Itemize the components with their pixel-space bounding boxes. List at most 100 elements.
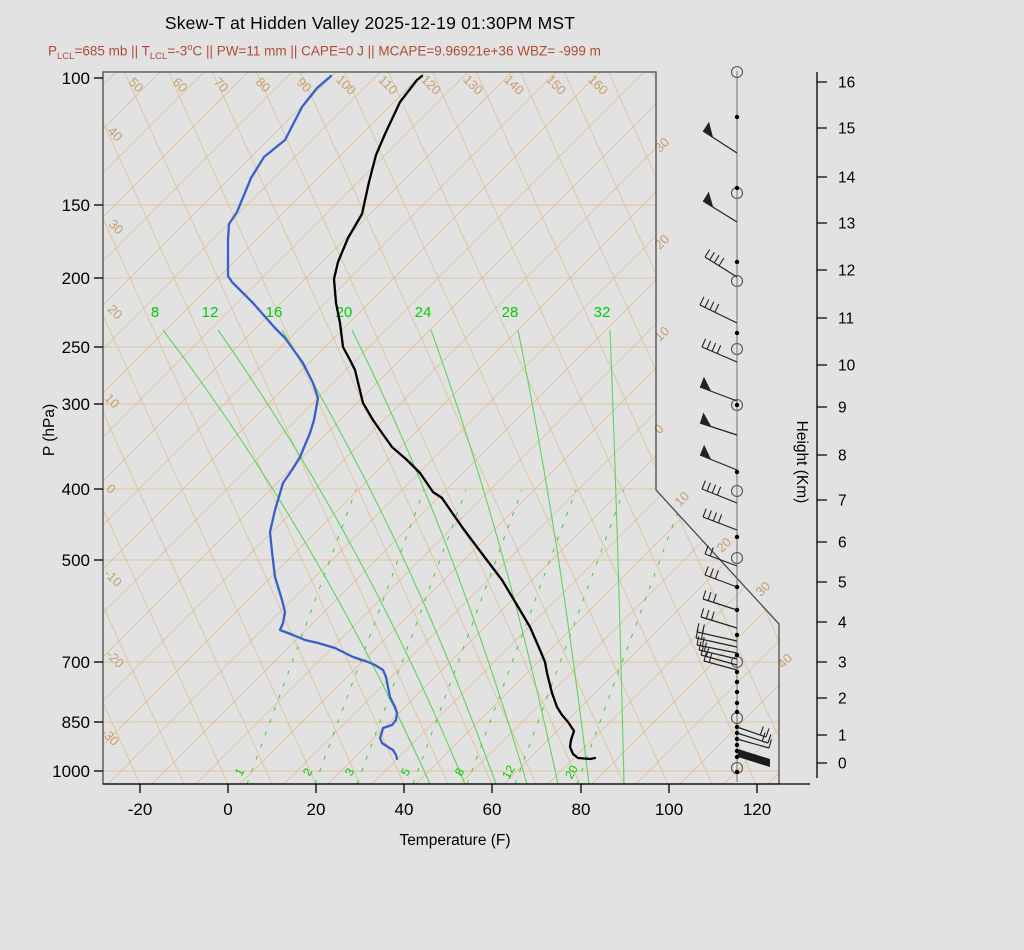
tick-label: 10 — [102, 390, 123, 411]
tick-label: 1000 — [52, 762, 90, 781]
tick-label: 14 — [838, 170, 856, 187]
tick-label: 300 — [62, 395, 90, 414]
tick-label: 500 — [62, 551, 90, 570]
level-marker-dot — [734, 534, 740, 540]
tick-label: 8 — [838, 448, 847, 465]
tick-label: 20 — [307, 800, 326, 819]
tick-label: 250 — [62, 338, 90, 357]
level-marker-dot — [734, 469, 740, 475]
tick-label: 20 — [651, 231, 672, 252]
tick-label: 32 — [594, 304, 611, 321]
tick-label: 40 — [774, 650, 795, 671]
tick-label: -10 — [101, 566, 125, 590]
level-marker-dot — [734, 742, 740, 748]
tick-label: 8 — [151, 304, 159, 321]
tick-label: 7 — [838, 493, 847, 510]
tick-label: 60 — [170, 74, 191, 95]
level-marker-dot — [734, 709, 740, 715]
level-marker-circle — [730, 484, 744, 498]
level-marker-circle — [730, 65, 744, 79]
tick-label: 110 — [376, 72, 401, 97]
level-marker-dot — [734, 185, 740, 191]
tick-label: 15 — [838, 121, 855, 138]
tick-label: 11 — [838, 311, 854, 328]
tick-label: 12 — [202, 304, 219, 321]
tick-label: 40 — [105, 123, 126, 144]
tick-label: 850 — [62, 713, 90, 732]
mixing-ratio-lines — [246, 489, 687, 784]
tick-label: 20 — [105, 301, 126, 322]
dewpoint-curve — [226, 74, 399, 761]
tick-label: 8 — [452, 765, 468, 778]
tick-label: 12 — [499, 762, 518, 781]
tick-label: 150 — [62, 196, 90, 215]
tick-label: 30 — [752, 578, 773, 599]
tick-label: 100 — [62, 69, 90, 88]
tick-label: 3 — [838, 655, 847, 672]
pressure-axis: 100 150 200 250 300 400 500 700 850 1000 P (hPa) — [41, 69, 103, 781]
tick-label: 100 — [655, 800, 683, 819]
tick-label: 2 — [300, 765, 316, 778]
tick-label: 16 — [838, 75, 855, 92]
wind-pennant — [700, 412, 712, 427]
background-grid — [103, 72, 779, 784]
tick-label: -30 — [98, 725, 122, 749]
tick-label: 160 — [585, 72, 611, 98]
tick-label: 12 — [838, 263, 855, 280]
tick-label: 0 — [223, 800, 232, 819]
wind-pennant — [700, 376, 712, 392]
temperature-axis-title: Temperature (F) — [399, 832, 510, 849]
stability-params-subtitle: PLCL=685 mb || TLCL=-3oC || PW=11 mm || … — [48, 42, 601, 63]
level-marker-dot — [734, 679, 740, 685]
tick-label: 90 — [294, 74, 315, 95]
tick-label: 20 — [562, 762, 581, 781]
tick-label: 400 — [62, 480, 90, 499]
tick-label: 30 — [106, 216, 127, 237]
grid-labels: 50 60 70 80 90 100 110 120 130 140 150 160403020100… — [98, 72, 795, 749]
tick-label: 0 — [651, 421, 667, 437]
level-marker-dot — [734, 632, 740, 638]
tick-label: 50 — [126, 74, 147, 95]
tick-label: 40 — [395, 800, 414, 819]
tick-label: 10 — [838, 358, 856, 375]
wind-flag-band — [738, 749, 770, 767]
level-marker-dot — [734, 330, 740, 336]
temperature-curve — [332, 74, 597, 761]
tick-label: 80 — [572, 800, 591, 819]
tick-label: 16 — [266, 304, 283, 321]
level-marker-circle — [730, 551, 744, 565]
tick-label: 9 — [838, 400, 847, 417]
isotherm-lines — [103, 72, 779, 784]
wind-pennant — [700, 444, 712, 460]
wind-pennant — [703, 121, 714, 138]
tick-label: 100 — [333, 72, 359, 98]
tick-label: 2 — [838, 691, 847, 708]
level-marker-dot — [734, 769, 740, 775]
chart-title: Skew-T at Hidden Valley 2025-12-19 01:30… — [164, 13, 576, 33]
wind-pennant — [703, 191, 714, 208]
pressure-axis-title: P (hPa) — [41, 404, 58, 456]
wind-barb-column — [695, 65, 772, 782]
tick-label: 10 — [651, 323, 672, 344]
level-marker-dot — [734, 259, 740, 265]
level-marker-dot — [734, 700, 740, 706]
level-marker-dot — [734, 652, 740, 658]
dry-adiabat-lines — [103, 72, 779, 784]
tick-label: 4 — [838, 615, 847, 632]
tick-label: 1 — [838, 728, 847, 745]
tick-label: 200 — [62, 269, 90, 288]
tick-label: 700 — [62, 653, 90, 672]
tick-label: 3 — [342, 765, 358, 778]
tick-label: 24 — [415, 304, 432, 321]
level-marker-dot — [734, 669, 740, 675]
tick-label: 30 — [651, 134, 672, 155]
mixing-ratio-labels: 1 2 3 5 8 12 20 — [232, 762, 581, 781]
level-marker-circle — [730, 274, 744, 288]
height-axis-title: Height (Km) — [793, 421, 810, 504]
temperature-axis: -20 0 20 40 60 80 100 120 Temperature (F) — [103, 783, 810, 849]
tick-label: 5 — [838, 575, 847, 592]
tick-label: 13 — [838, 216, 855, 233]
